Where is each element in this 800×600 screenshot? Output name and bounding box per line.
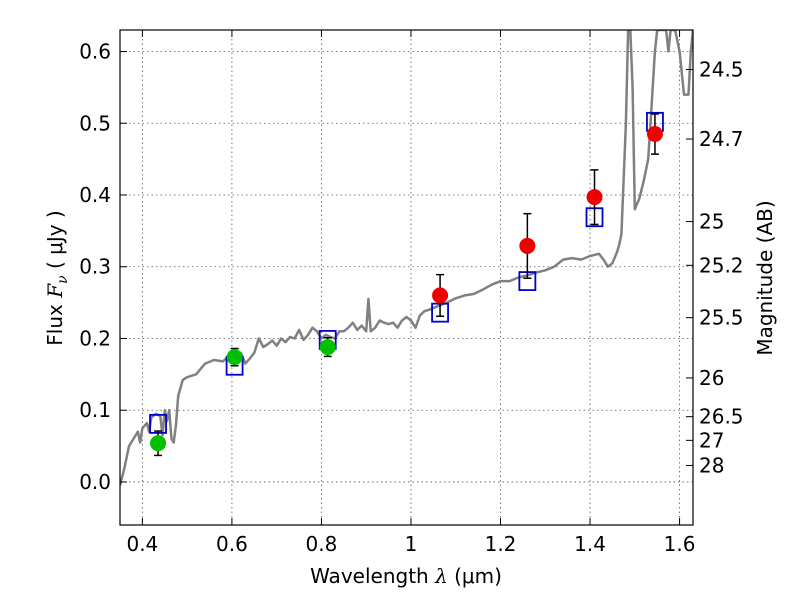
x-tick-label: 1.2 (485, 532, 517, 556)
magnitude-tick-label: 27 (699, 428, 724, 452)
y-tick-label: 0.3 (79, 255, 111, 279)
y-axis-title: Flux Fν ( μJy ) (43, 210, 71, 345)
axis-ticks: 0.4 0.6 0.8 1 1.2 1.4 1.6 0.0 0.1 0.2 0.3 0.4 0.5 0.6… (79, 30, 744, 556)
magnitude-tick-label: 25 (699, 210, 724, 234)
optical-photometry-point (226, 349, 243, 366)
y-tick-label: 0.4 (79, 183, 111, 207)
x-tick-label: 1.4 (574, 532, 606, 556)
magnitude-tick-label: 25.2 (699, 253, 744, 277)
y-tick-label: 0.5 (79, 111, 111, 135)
plot-area (120, 30, 693, 486)
model-spectrum-line (120, 30, 693, 486)
x-tick-label: 1 (405, 532, 418, 556)
plot-background (120, 30, 693, 525)
y-tick-label: 0.2 (79, 326, 111, 350)
magnitude-tick-label: 24.5 (699, 57, 744, 81)
magnitude-tick-label: 26 (699, 366, 724, 390)
magnitude-tick-label: 26.5 (699, 405, 744, 429)
grid-lines (120, 30, 693, 525)
y-tick-label: 0.0 (79, 470, 111, 494)
nir-photometry-point (586, 189, 603, 206)
nir-photometry-point (646, 126, 663, 143)
plot-frame (119, 29, 694, 526)
optical-photometry-point (319, 339, 336, 356)
nir-photometry-point (519, 237, 536, 254)
magnitude-tick-label: 24.7 (699, 127, 744, 151)
optical-photometry-point (150, 435, 167, 452)
magnitude-tick-label: 25.5 (699, 306, 744, 330)
x-axis-title: Wavelength λ (μm) (310, 564, 502, 588)
x-tick-label: 1.6 (664, 532, 696, 556)
nir-photometry-point (432, 287, 449, 304)
x-tick-label: 0.8 (306, 532, 338, 556)
y-tick-label: 0.1 (79, 398, 111, 422)
x-tick-label: 0.4 (126, 532, 158, 556)
y-tick-label: 0.6 (79, 40, 111, 64)
magnitude-axis-title: Magnitude (AB) (753, 200, 777, 355)
magnitude-tick-label: 28 (699, 453, 724, 477)
x-tick-label: 0.6 (216, 532, 248, 556)
